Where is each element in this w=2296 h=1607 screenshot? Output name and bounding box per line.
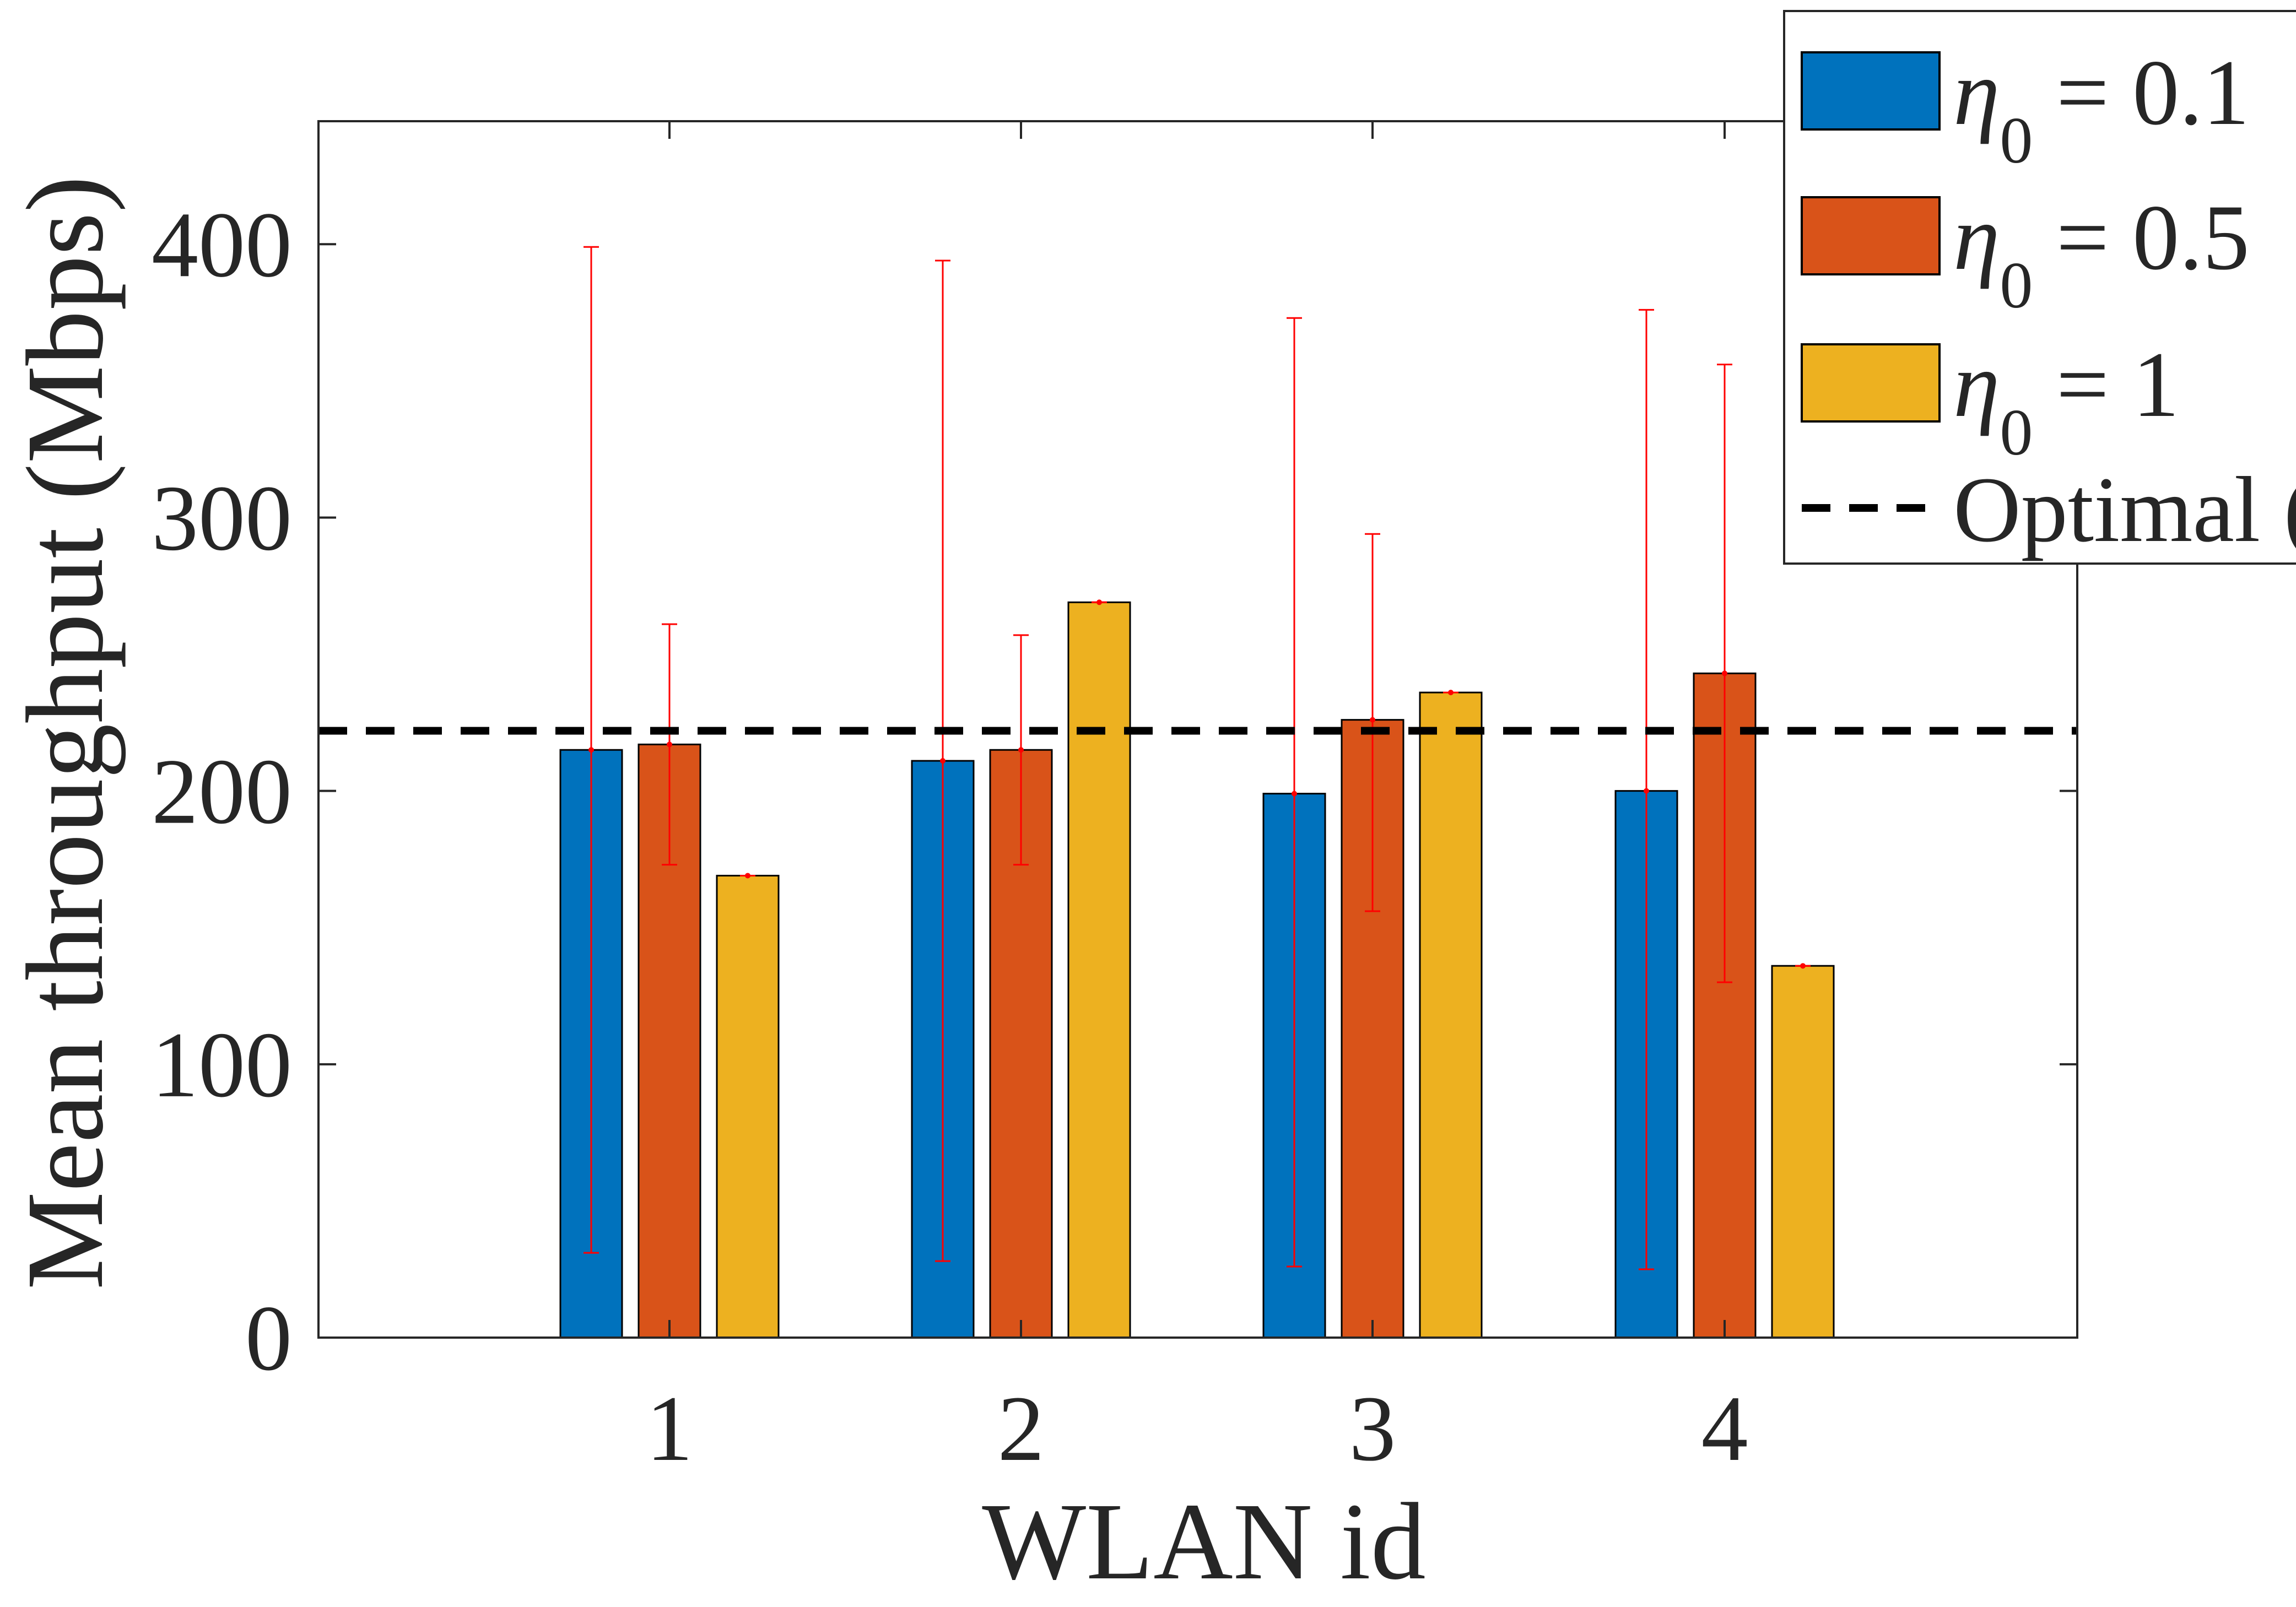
x-tick-label-2: 2 (998, 1377, 1045, 1480)
error-bar-series3-cat4 (1795, 963, 1811, 969)
y-axis-label: Mean throughput (Mbps) (4, 176, 126, 1290)
x-tick-label-1: 1 (646, 1377, 693, 1480)
y-tick-label-200: 200 (152, 740, 292, 843)
plot-frame (317, 120, 2078, 1339)
error-bar-series2-cat4 (1717, 364, 1732, 983)
legend-label-series3: η0 = 1 (1953, 333, 2179, 469)
legend-entry-optimal: Optimal ( (1802, 458, 2296, 561)
y-tick-label-400: 400 (152, 193, 292, 296)
tick-labels-layer: 1 2 3 4 0 100 200 300 400 (152, 193, 1748, 1480)
legend-label-series2: η0 = 0.5 (1953, 186, 2250, 322)
error-bar-series2-cat2 (1013, 634, 1029, 866)
error-bar-series1-cat1 (584, 246, 599, 1254)
bar-series3-cat1 (716, 874, 780, 1339)
x-axis-label: WLAN id (982, 1481, 1425, 1603)
legend-swatch-series1 (1801, 51, 1941, 131)
error-bar-series3-cat3 (1443, 690, 1458, 696)
bar-series3-cat3 (1419, 691, 1483, 1339)
bar-series3-cat2 (1067, 601, 1131, 1339)
legend-entry-series3: η0 = 1 (1801, 333, 2179, 469)
error-bar-series3-cat2 (1092, 599, 1107, 605)
error-bar-series1-cat3 (1287, 317, 1302, 1268)
x-tick-label-3: 3 (1349, 1377, 1396, 1480)
error-bar-series3-cat1 (740, 873, 755, 879)
x-tick-label-4: 4 (1701, 1377, 1748, 1480)
legend-entry-series2: η0 = 0.5 (1801, 186, 2250, 322)
legend-swatch-series2 (1801, 196, 1941, 275)
y-tick-label-100: 100 (152, 1013, 292, 1117)
bars-layer (559, 601, 1835, 1339)
error-bars-layer (584, 246, 1811, 1270)
legend-swatch-series3 (1801, 343, 1941, 423)
y-tick-label-300: 300 (152, 466, 292, 570)
legend-entry-series1: η0 = 0.1 (1801, 41, 2250, 177)
legend-label-series1: η0 = 0.1 (1953, 41, 2250, 177)
error-bar-series2-cat3 (1365, 533, 1380, 912)
error-bar-series2-cat1 (662, 623, 677, 866)
error-bar-series1-cat4 (1639, 309, 1654, 1270)
bar-series3-cat4 (1771, 965, 1835, 1339)
error-bar-series1-cat2 (935, 259, 950, 1262)
legend-label-optimal: Optimal ( (1953, 458, 2296, 561)
y-tick-label-0: 0 (245, 1286, 292, 1390)
